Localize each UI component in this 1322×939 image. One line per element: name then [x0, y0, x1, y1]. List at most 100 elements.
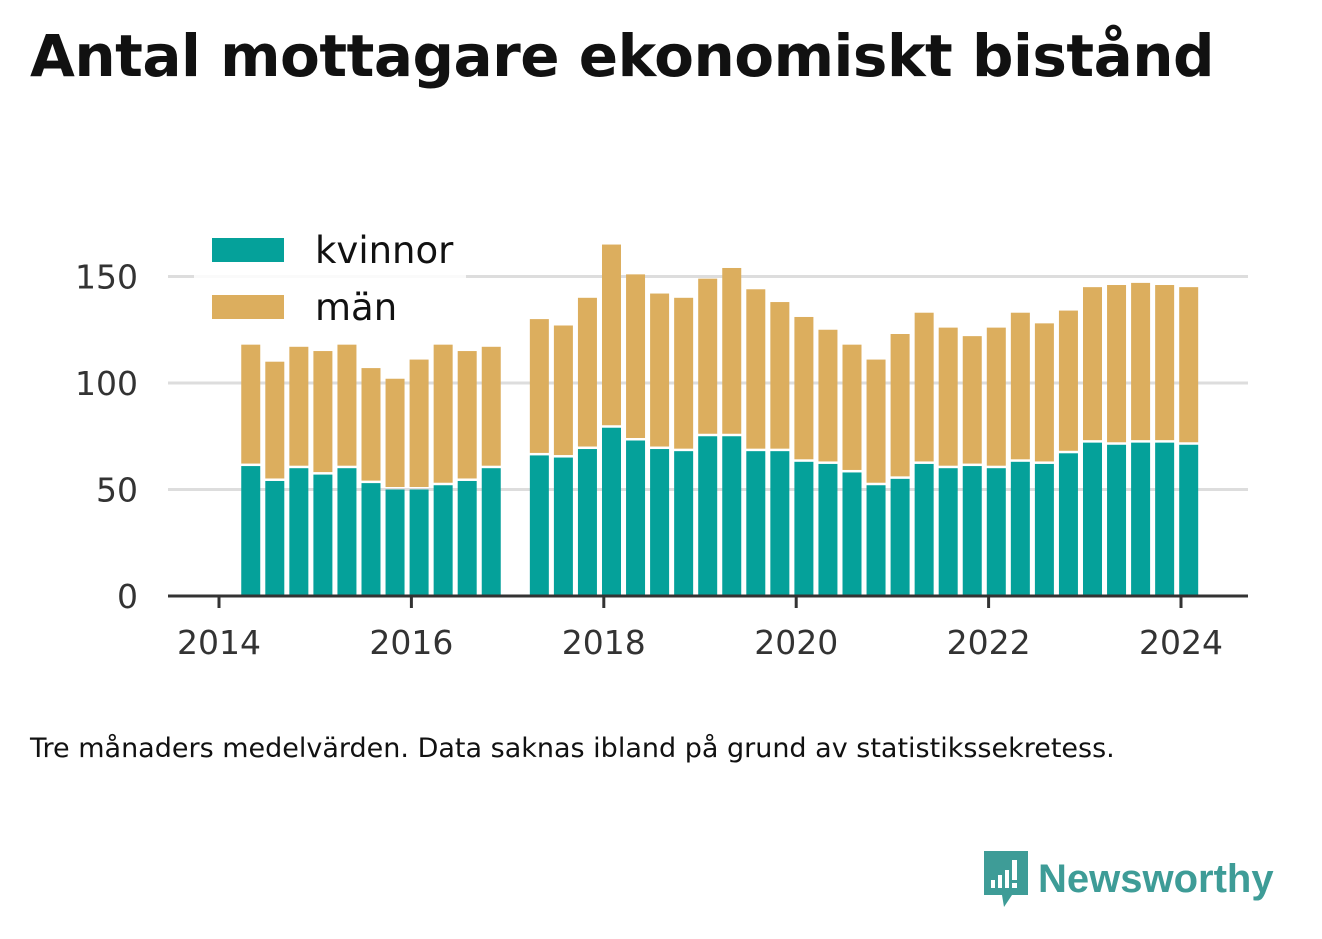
bar-man — [1155, 285, 1175, 441]
bar-kvinnor — [553, 457, 573, 596]
bar-man — [265, 361, 285, 479]
bar-man — [241, 344, 261, 464]
bar-kvinnor — [794, 461, 814, 596]
bar-man — [626, 274, 646, 439]
bar-kvinnor — [914, 463, 934, 596]
y-tick-label: 100 — [75, 364, 138, 403]
y-tick-label: 0 — [117, 577, 138, 616]
bar-kvinnor — [1179, 444, 1199, 596]
bar-kvinnor — [1155, 442, 1175, 596]
bar-kvinnor — [698, 436, 718, 596]
bar-man — [337, 344, 357, 466]
bar-man — [457, 351, 477, 479]
bar-kvinnor — [577, 449, 597, 596]
bar-man — [409, 359, 429, 487]
bar-kvinnor — [1107, 444, 1127, 596]
bar-man — [577, 297, 597, 447]
bar-man — [289, 346, 309, 466]
footnote: Tre månaders medelvärden. Data saknas ib… — [30, 733, 1115, 764]
bar-kvinnor — [337, 468, 357, 596]
legend-swatch — [212, 238, 284, 262]
y-tick-label: 150 — [75, 258, 138, 297]
bar-kvinnor — [265, 480, 285, 596]
bar-man — [866, 359, 886, 483]
bar-kvinnor — [1131, 442, 1151, 596]
legend-label: kvinnor — [315, 229, 454, 272]
bar-kvinnor — [722, 436, 742, 596]
bar-man — [361, 368, 381, 481]
bar-man — [1010, 312, 1030, 460]
bar-man — [674, 297, 694, 449]
bar-kvinnor — [746, 451, 766, 596]
brand-logo[interactable]: Newsworthy — [982, 848, 1274, 910]
bar-kvinnor — [674, 451, 694, 596]
x-tick-label: 2016 — [369, 623, 453, 662]
bar-man — [650, 293, 670, 447]
bar-man — [986, 327, 1006, 466]
bar-kvinnor — [361, 483, 381, 596]
x-axis — [168, 594, 1248, 608]
bar-kvinnor — [1082, 442, 1102, 596]
legend-label: män — [315, 286, 397, 329]
bar-man — [1034, 323, 1054, 462]
bar-man — [1131, 282, 1151, 441]
bar-man — [794, 316, 814, 460]
y-tick-label: 50 — [96, 471, 138, 510]
bar-kvinnor — [529, 455, 549, 596]
x-tick-label: 2018 — [562, 623, 646, 662]
bar-kvinnor — [601, 427, 621, 596]
x-tick-label: 2020 — [754, 623, 838, 662]
bar-man — [481, 346, 501, 466]
bar-kvinnor — [986, 468, 1006, 596]
chart-title: Antal mottagare ekonomiskt bistånd — [30, 22, 1215, 90]
bar-kvinnor — [481, 468, 501, 596]
bar-kvinnor — [1034, 463, 1054, 596]
x-tick-labels: 2014 2016 2018 2020 2022 2024 — [177, 623, 1223, 662]
bar-man — [553, 325, 573, 456]
x-tick-label: 2014 — [177, 623, 261, 662]
y-tick-labels: 0 50 100 150 — [75, 258, 138, 617]
bar-man — [433, 344, 453, 483]
bar-kvinnor — [650, 449, 670, 596]
bar-man — [914, 312, 934, 462]
bar-man — [698, 278, 718, 434]
bar-kvinnor — [1058, 453, 1078, 596]
bar-man — [746, 289, 766, 449]
bar-man — [938, 327, 958, 466]
x-tick-label: 2024 — [1139, 623, 1223, 662]
bar-kvinnor — [770, 451, 790, 596]
bar-kvinnor — [409, 489, 429, 596]
bars — [241, 244, 1199, 596]
brand-name: Newsworthy — [1038, 856, 1274, 901]
bar-man — [1058, 310, 1078, 451]
bar-kvinnor — [241, 466, 261, 596]
bar-kvinnor — [457, 480, 477, 596]
bar-man — [529, 319, 549, 453]
legend: kvinnor män — [194, 218, 466, 330]
bar-man — [313, 351, 333, 473]
bar-man — [385, 378, 405, 487]
stacked-bar-chart: 0 50 100 150 2014 2016 2018 2020 2022 2024 kvinn… — [75, 218, 1248, 662]
bar-kvinnor — [938, 468, 958, 596]
x-tick-label: 2022 — [947, 623, 1031, 662]
bar-man — [1107, 285, 1127, 443]
bar-man — [770, 302, 790, 449]
bar-man — [842, 344, 862, 470]
bar-kvinnor — [962, 466, 982, 596]
bar-kvinnor — [433, 485, 453, 596]
legend-swatch — [212, 295, 284, 319]
bar-kvinnor — [818, 463, 838, 596]
newsworthy-logo-icon — [984, 851, 1028, 907]
bar-man — [601, 244, 621, 426]
bar-man — [1082, 287, 1102, 441]
bar-kvinnor — [890, 478, 910, 596]
bar-kvinnor — [842, 472, 862, 596]
bar-kvinnor — [313, 474, 333, 596]
bar-kvinnor — [866, 485, 886, 596]
bar-man — [962, 336, 982, 464]
bar-man — [722, 267, 742, 434]
bar-man — [818, 329, 838, 462]
bar-kvinnor — [385, 489, 405, 596]
bar-man — [1179, 287, 1199, 443]
bar-kvinnor — [1010, 461, 1030, 596]
